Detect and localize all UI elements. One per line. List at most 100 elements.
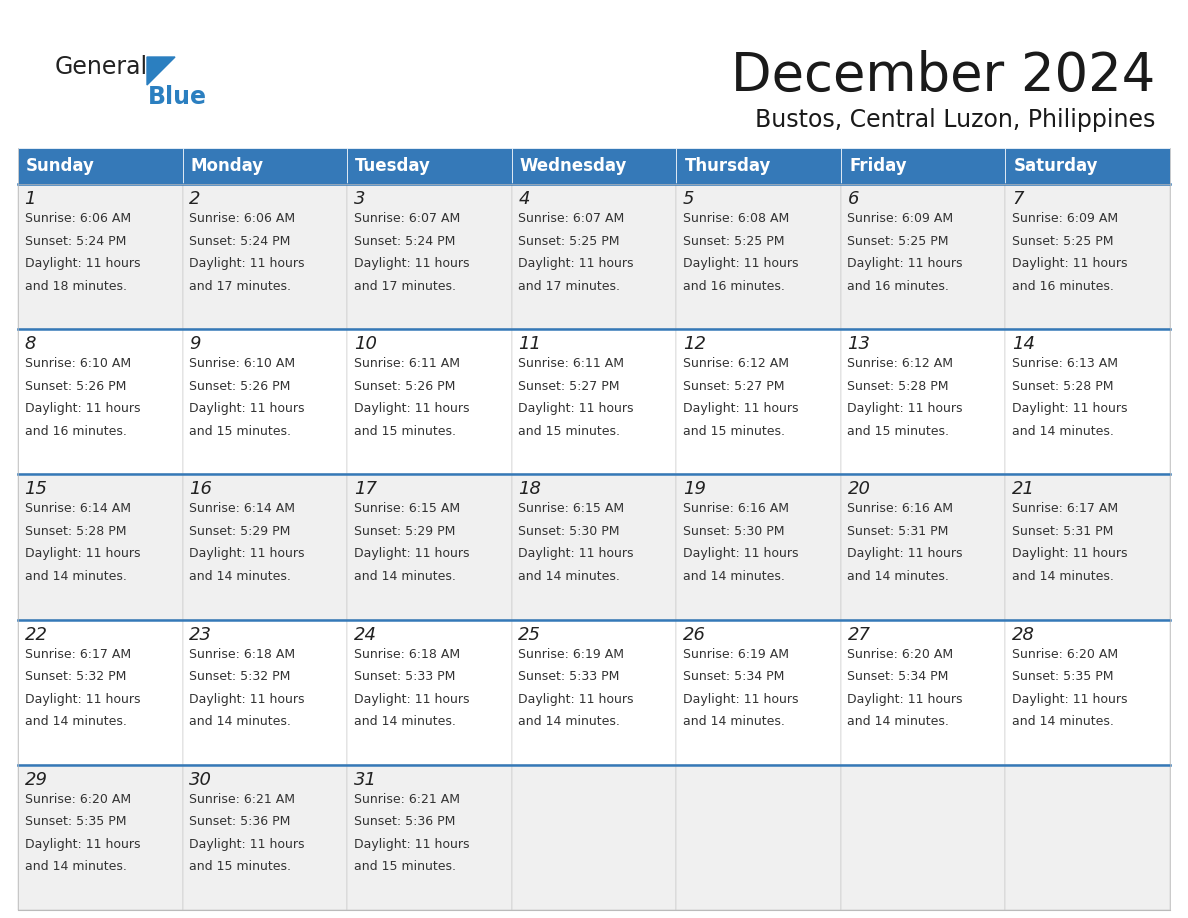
Bar bbox=[676, 475, 841, 620]
Text: Sunset: 5:34 PM: Sunset: 5:34 PM bbox=[847, 670, 949, 683]
Text: and 16 minutes.: and 16 minutes. bbox=[25, 425, 126, 438]
Text: 28: 28 bbox=[1012, 625, 1035, 644]
Text: 30: 30 bbox=[189, 771, 213, 789]
Text: General: General bbox=[55, 55, 148, 79]
Text: 31: 31 bbox=[354, 771, 377, 789]
Bar bbox=[1005, 148, 1170, 184]
Bar bbox=[1005, 620, 1170, 765]
Bar bbox=[183, 184, 347, 330]
Text: and 14 minutes.: and 14 minutes. bbox=[25, 715, 126, 728]
Text: 20: 20 bbox=[847, 480, 871, 498]
Text: Daylight: 11 hours: Daylight: 11 hours bbox=[354, 402, 469, 415]
Bar bbox=[18, 475, 183, 620]
Text: Sunrise: 6:19 AM: Sunrise: 6:19 AM bbox=[518, 647, 625, 661]
Text: Daylight: 11 hours: Daylight: 11 hours bbox=[354, 838, 469, 851]
Text: and 14 minutes.: and 14 minutes. bbox=[25, 860, 126, 873]
Text: 4: 4 bbox=[518, 190, 530, 208]
Text: Daylight: 11 hours: Daylight: 11 hours bbox=[354, 692, 469, 706]
Text: Daylight: 11 hours: Daylight: 11 hours bbox=[25, 257, 140, 270]
Text: Sunrise: 6:12 AM: Sunrise: 6:12 AM bbox=[683, 357, 789, 370]
Text: Sunrise: 6:16 AM: Sunrise: 6:16 AM bbox=[847, 502, 954, 515]
Text: Sunrise: 6:21 AM: Sunrise: 6:21 AM bbox=[354, 793, 460, 806]
Text: 14: 14 bbox=[1012, 335, 1035, 353]
Bar bbox=[512, 765, 676, 910]
Text: 12: 12 bbox=[683, 335, 706, 353]
Text: and 15 minutes.: and 15 minutes. bbox=[189, 425, 291, 438]
Bar bbox=[512, 184, 676, 330]
Text: 5: 5 bbox=[683, 190, 694, 208]
Text: 27: 27 bbox=[847, 625, 871, 644]
Polygon shape bbox=[147, 57, 175, 85]
Text: Sunrise: 6:20 AM: Sunrise: 6:20 AM bbox=[1012, 647, 1118, 661]
Bar bbox=[676, 184, 841, 330]
Text: and 18 minutes.: and 18 minutes. bbox=[25, 279, 127, 293]
Text: and 14 minutes.: and 14 minutes. bbox=[354, 715, 456, 728]
Text: Sunrise: 6:09 AM: Sunrise: 6:09 AM bbox=[847, 212, 954, 225]
Text: Sunrise: 6:19 AM: Sunrise: 6:19 AM bbox=[683, 647, 789, 661]
Text: Sunset: 5:26 PM: Sunset: 5:26 PM bbox=[189, 380, 291, 393]
Text: Sunset: 5:31 PM: Sunset: 5:31 PM bbox=[847, 525, 949, 538]
Text: and 15 minutes.: and 15 minutes. bbox=[189, 860, 291, 873]
Bar bbox=[18, 184, 183, 330]
Text: and 14 minutes.: and 14 minutes. bbox=[518, 570, 620, 583]
Text: Sunset: 5:31 PM: Sunset: 5:31 PM bbox=[1012, 525, 1113, 538]
Text: Sunset: 5:29 PM: Sunset: 5:29 PM bbox=[354, 525, 455, 538]
Text: Wednesday: Wednesday bbox=[520, 157, 627, 175]
Bar bbox=[183, 475, 347, 620]
Text: Tuesday: Tuesday bbox=[355, 157, 431, 175]
Text: and 15 minutes.: and 15 minutes. bbox=[847, 425, 949, 438]
Text: Sunset: 5:36 PM: Sunset: 5:36 PM bbox=[189, 815, 291, 828]
Text: Daylight: 11 hours: Daylight: 11 hours bbox=[847, 692, 963, 706]
Text: 3: 3 bbox=[354, 190, 365, 208]
Text: Sunset: 5:27 PM: Sunset: 5:27 PM bbox=[518, 380, 620, 393]
Text: Sunrise: 6:07 AM: Sunrise: 6:07 AM bbox=[354, 212, 460, 225]
Text: Daylight: 11 hours: Daylight: 11 hours bbox=[518, 402, 633, 415]
Text: Daylight: 11 hours: Daylight: 11 hours bbox=[189, 692, 304, 706]
Bar bbox=[1005, 475, 1170, 620]
Text: 18: 18 bbox=[518, 480, 542, 498]
Text: Daylight: 11 hours: Daylight: 11 hours bbox=[189, 257, 304, 270]
Text: 10: 10 bbox=[354, 335, 377, 353]
Text: Daylight: 11 hours: Daylight: 11 hours bbox=[354, 547, 469, 560]
Text: 15: 15 bbox=[25, 480, 48, 498]
Bar bbox=[841, 475, 1005, 620]
Text: Sunrise: 6:06 AM: Sunrise: 6:06 AM bbox=[189, 212, 296, 225]
Text: 9: 9 bbox=[189, 335, 201, 353]
Text: Sunset: 5:24 PM: Sunset: 5:24 PM bbox=[189, 234, 291, 248]
Text: Sunset: 5:24 PM: Sunset: 5:24 PM bbox=[354, 234, 455, 248]
Bar bbox=[841, 184, 1005, 330]
Text: Sunrise: 6:08 AM: Sunrise: 6:08 AM bbox=[683, 212, 789, 225]
Bar bbox=[676, 765, 841, 910]
Bar bbox=[841, 765, 1005, 910]
Text: Daylight: 11 hours: Daylight: 11 hours bbox=[354, 257, 469, 270]
Bar bbox=[512, 620, 676, 765]
Text: and 14 minutes.: and 14 minutes. bbox=[354, 570, 456, 583]
Text: 26: 26 bbox=[683, 625, 706, 644]
Bar bbox=[183, 620, 347, 765]
Text: Sunrise: 6:20 AM: Sunrise: 6:20 AM bbox=[25, 793, 131, 806]
Text: 21: 21 bbox=[1012, 480, 1035, 498]
Text: Sunset: 5:29 PM: Sunset: 5:29 PM bbox=[189, 525, 291, 538]
Text: Sunset: 5:32 PM: Sunset: 5:32 PM bbox=[25, 670, 126, 683]
Text: Sunrise: 6:10 AM: Sunrise: 6:10 AM bbox=[25, 357, 131, 370]
Text: Sunset: 5:25 PM: Sunset: 5:25 PM bbox=[518, 234, 620, 248]
Text: 7: 7 bbox=[1012, 190, 1024, 208]
Text: Daylight: 11 hours: Daylight: 11 hours bbox=[683, 692, 798, 706]
Text: and 15 minutes.: and 15 minutes. bbox=[518, 425, 620, 438]
Bar bbox=[18, 330, 183, 475]
Text: Sunrise: 6:07 AM: Sunrise: 6:07 AM bbox=[518, 212, 625, 225]
Bar bbox=[347, 330, 512, 475]
Text: 29: 29 bbox=[25, 771, 48, 789]
Text: Sunrise: 6:14 AM: Sunrise: 6:14 AM bbox=[189, 502, 295, 515]
Text: 16: 16 bbox=[189, 480, 213, 498]
Text: and 16 minutes.: and 16 minutes. bbox=[1012, 279, 1114, 293]
Text: Friday: Friday bbox=[849, 157, 906, 175]
Text: Sunset: 5:34 PM: Sunset: 5:34 PM bbox=[683, 670, 784, 683]
Text: and 14 minutes.: and 14 minutes. bbox=[847, 570, 949, 583]
Bar bbox=[347, 620, 512, 765]
Text: Sunrise: 6:09 AM: Sunrise: 6:09 AM bbox=[1012, 212, 1118, 225]
Bar bbox=[512, 330, 676, 475]
Bar bbox=[347, 765, 512, 910]
Bar bbox=[512, 475, 676, 620]
Bar bbox=[18, 765, 183, 910]
